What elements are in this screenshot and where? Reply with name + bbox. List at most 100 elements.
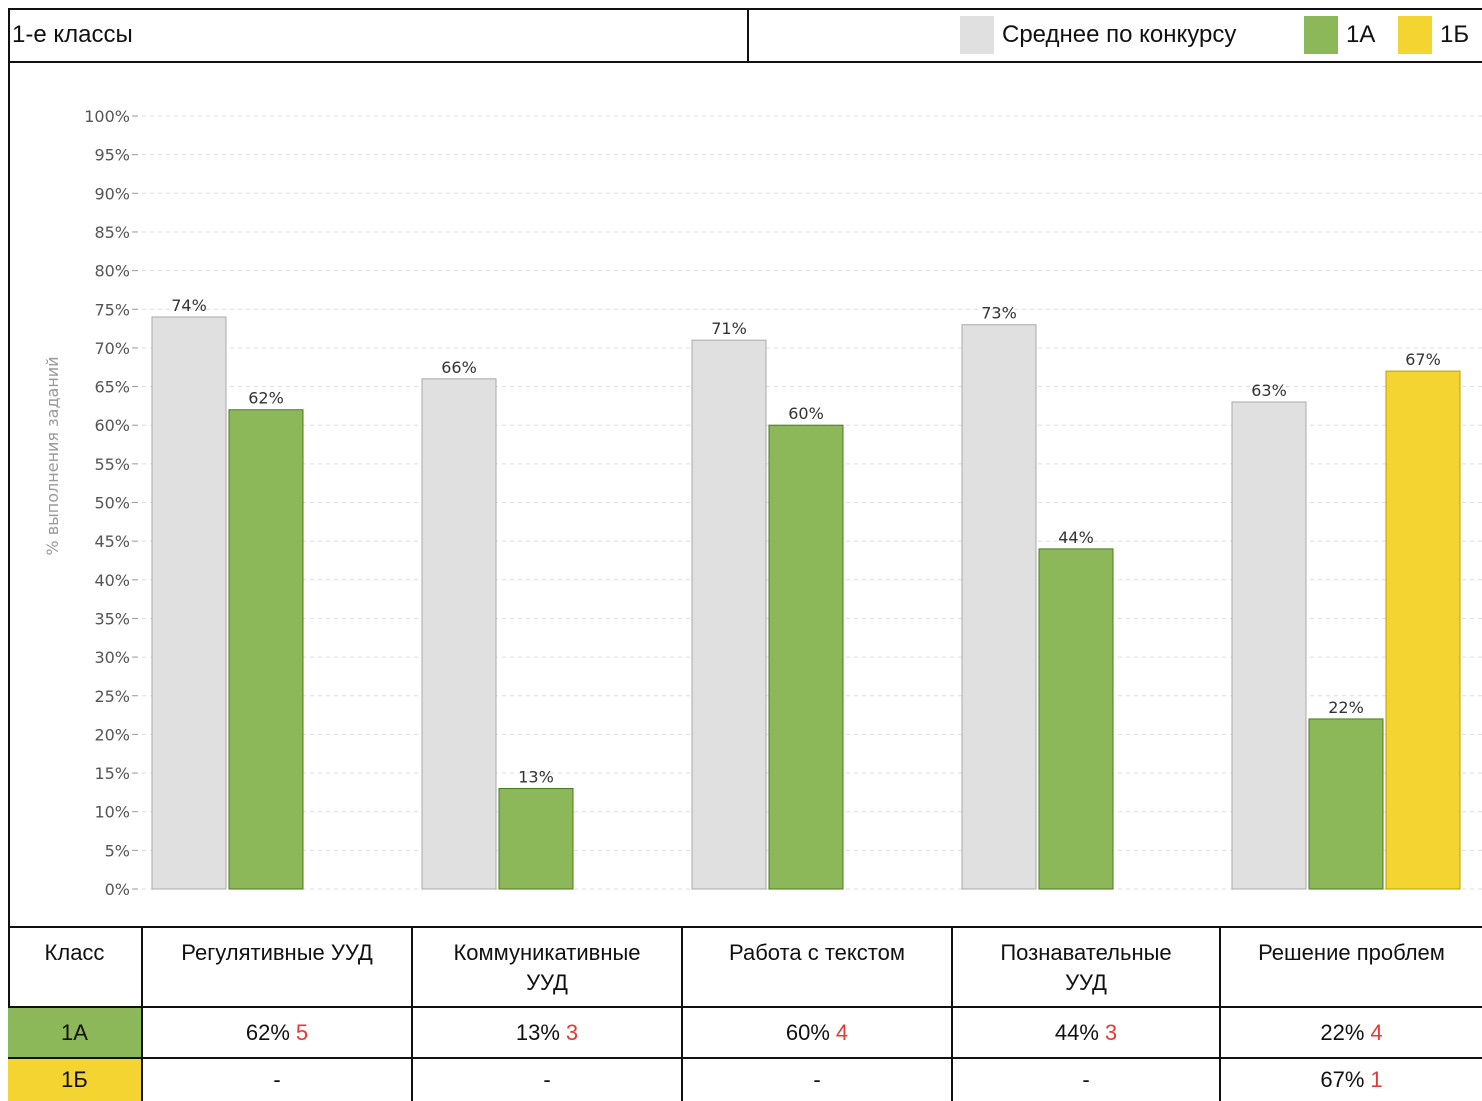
bar-value-label: 74% xyxy=(171,296,207,315)
bar-value-label: 63% xyxy=(1251,381,1287,400)
cell-value: 67% xyxy=(1320,1067,1365,1092)
table-cell: - xyxy=(413,1059,683,1101)
cell-score: 3 xyxy=(565,1019,579,1045)
y-tick-label: 90% xyxy=(94,184,130,203)
class-label: 1Б xyxy=(61,1067,88,1092)
bar-layer: 74% 62% 66% 13% 71% 60% 73% 44% 63% 22% 67% xyxy=(151,296,1461,890)
cell-score: 5 xyxy=(295,1019,309,1045)
grid-layer: 0% 5% 10% 15% 20% 25% 30% 35% 40% 45% 50% 55% 60% 65%… xyxy=(84,107,1482,899)
y-tick-label: 40% xyxy=(94,571,130,590)
table-cell: 67% 1 xyxy=(1221,1059,1482,1101)
bar-value-label: 73% xyxy=(981,304,1017,323)
table-row-class-1a: 1А xyxy=(8,1008,143,1059)
cell-score: 1 xyxy=(1370,1067,1383,1092)
y-tick-label: 15% xyxy=(94,764,130,783)
y-tick-label: 85% xyxy=(94,223,130,242)
bar xyxy=(421,378,497,890)
y-tick-label: 50% xyxy=(94,494,130,513)
y-tick-label: 20% xyxy=(94,725,130,744)
legend-item-1a: 1А xyxy=(1304,8,1375,61)
table-cell: 22% 4 xyxy=(1221,1008,1482,1059)
y-tick-label: 60% xyxy=(94,416,130,435)
cell-value: - xyxy=(813,1067,821,1092)
chart-header: 1-е классы Среднее по конкурсу 1А 1Б xyxy=(8,8,1482,63)
table-cell: 13% 3 xyxy=(413,1008,683,1059)
legend-label-1a: 1А xyxy=(1346,20,1376,48)
cell-value: 22% xyxy=(1320,1019,1365,1045)
cell-value: 44% xyxy=(1054,1019,1099,1045)
table-header-label: Класс xyxy=(44,940,105,965)
bar xyxy=(1308,718,1384,890)
y-tick-label: 5% xyxy=(105,841,130,860)
title-cell: 1-е классы xyxy=(8,8,749,61)
y-tick-label: 100% xyxy=(84,107,130,126)
bar-value-label: 71% xyxy=(711,319,747,338)
table-row-class-1b: 1Б xyxy=(8,1059,143,1101)
table-header-text: Работа с текстом xyxy=(683,928,953,1008)
legend-label-average: Среднее по конкурсу xyxy=(1002,20,1237,48)
legend-item-average: Среднее по конкурсу xyxy=(960,8,1236,61)
y-tick-label: 25% xyxy=(94,687,130,706)
y-axis-title: % выполнения заданий xyxy=(43,356,62,555)
bar-value-label: 60% xyxy=(788,404,824,423)
chart-title: 1-е классы xyxy=(12,20,133,48)
bar xyxy=(228,409,304,890)
legend-swatch-1a xyxy=(1304,15,1338,54)
cell-value: - xyxy=(543,1067,551,1092)
table-header-cognitive: Познавательные УУД xyxy=(953,928,1221,1008)
y-tick-label: 80% xyxy=(94,262,130,281)
table-cell: - xyxy=(683,1059,953,1101)
y-tick-label: 65% xyxy=(94,378,130,397)
bar xyxy=(151,316,227,890)
table-cell: 62% 5 xyxy=(143,1008,413,1059)
chart-area: 0% 5% 10% 15% 20% 25% 30% 35% 40% 45% 50% 55% 60% 65%… xyxy=(8,63,1482,926)
cell-score: 4 xyxy=(835,1019,849,1045)
bar xyxy=(768,424,844,890)
report-frame xyxy=(8,8,1482,1101)
table-header-class: Класс xyxy=(8,928,143,1008)
table-header-label: Решение проблем xyxy=(1258,940,1445,965)
y-tick-label: 95% xyxy=(94,146,130,165)
table-header-label: Регулятивные УУД xyxy=(181,940,373,965)
table-cell: 44% 3 xyxy=(953,1008,1221,1059)
bar xyxy=(961,324,1037,890)
table-header-label: Коммуникативные УУД xyxy=(453,940,641,995)
legend-item-1b: 1Б xyxy=(1398,8,1469,61)
bar-value-label: 13% xyxy=(518,768,554,787)
cell-score: 3 xyxy=(1104,1019,1118,1045)
cell-value: 13% xyxy=(515,1019,560,1045)
table-header-label: Познавательные УУД xyxy=(1000,940,1172,995)
bar-chart: 0% 5% 10% 15% 20% 25% 30% 35% 40% 45% 50% 55% 60% 65%… xyxy=(43,107,1482,899)
y-tick-label: 45% xyxy=(94,532,130,551)
bar xyxy=(1231,401,1307,890)
y-tick-label: 0% xyxy=(105,880,130,899)
y-tick-label: 70% xyxy=(94,339,130,358)
cell-value: 60% xyxy=(785,1019,830,1045)
bar-value-label: 44% xyxy=(1058,528,1094,547)
y-tick-label: 55% xyxy=(94,455,130,474)
bar xyxy=(691,339,767,890)
legend-swatch-1b xyxy=(1398,15,1432,54)
table-header-regulatory: Регулятивные УУД xyxy=(143,928,413,1008)
table-cell: - xyxy=(953,1059,1221,1101)
y-tick-label: 10% xyxy=(94,803,130,822)
y-tick-label: 30% xyxy=(94,648,130,667)
legend-label-1b: 1Б xyxy=(1440,20,1470,48)
table-header-label: Работа с текстом xyxy=(729,940,905,965)
score-table: Класс Регулятивные УУД Коммуникативные У… xyxy=(8,926,1482,1101)
class-label: 1А xyxy=(61,1019,88,1045)
cell-value: 62% xyxy=(245,1019,290,1045)
bar xyxy=(498,788,574,890)
cell-value: - xyxy=(273,1067,281,1092)
table-cell: - xyxy=(143,1059,413,1101)
bar xyxy=(1385,370,1461,890)
legend: Среднее по конкурсу 1А 1Б xyxy=(751,8,1482,61)
bar-value-label: 66% xyxy=(441,358,477,377)
bar xyxy=(1038,548,1114,890)
legend-swatch-average xyxy=(960,15,994,54)
bar-value-label: 62% xyxy=(248,389,284,408)
table-cell: 60% 4 xyxy=(683,1008,953,1059)
table-header-problem: Решение проблем xyxy=(1221,928,1482,1008)
bar-value-label: 67% xyxy=(1405,350,1441,369)
y-tick-label: 75% xyxy=(94,300,130,319)
